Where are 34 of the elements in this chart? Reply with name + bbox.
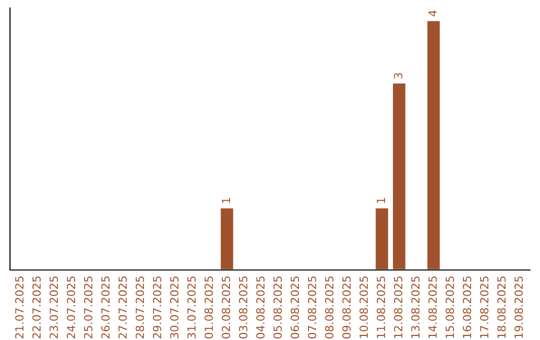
x-tick-label: 19.08.2025 — [514, 276, 523, 338]
x-tick-label: 01.08.2025 — [204, 276, 213, 338]
x-tick-label: 03.08.2025 — [238, 276, 248, 338]
x-tick-label: 06.08.2025 — [290, 276, 300, 338]
x-tick-label: 28.07.2025 — [136, 276, 144, 338]
x-tick-label: 22.07.2025 — [32, 276, 41, 338]
x-tick-label: 23.07.2025 — [50, 276, 58, 338]
x-tick-label: 04.08.2025 — [256, 276, 265, 338]
x-tick-label: 14.08.2025 — [428, 276, 437, 338]
x-tick-label: 11.08.2025 — [376, 276, 386, 338]
x-tick-label: 09.08.2025 — [342, 276, 351, 338]
x-tick-label: 05.08.2025 — [273, 276, 282, 338]
data-label: 3 — [394, 73, 402, 78]
x-tick-label: 26.07.2025 — [101, 276, 110, 338]
x-tick-label: 17.08.2025 — [480, 276, 488, 338]
x-tick-label: 25.07.2025 — [84, 276, 92, 338]
x-tick-label: 13.08.2025 — [411, 276, 420, 338]
x-tick-label: 30.07.2025 — [170, 276, 179, 338]
x-tick-label: 18.08.2025 — [497, 276, 506, 338]
x-tick-label: 02.08.2025 — [222, 276, 230, 338]
x-tick-label: 10.08.2025 — [360, 276, 368, 338]
x-tick-label: 27.07.2025 — [118, 276, 127, 338]
x-tick-label: 21.07.2025 — [15, 276, 24, 338]
data-label: 1 — [376, 198, 385, 203]
data-label: 1 — [222, 198, 230, 203]
x-tick-label: 15.08.2025 — [446, 276, 454, 338]
x-tick-label: 31.07.2025 — [187, 276, 196, 338]
x-tick-label: 24.07.2025 — [66, 276, 76, 338]
x-tick-label: 12.08.2025 — [394, 276, 402, 338]
x-tick-label: 08.08.2025 — [325, 276, 334, 338]
x-tick-label: 07.08.2025 — [308, 276, 316, 338]
data-label: 4 — [428, 10, 437, 16]
x-tick-label: 29.07.2025 — [152, 276, 162, 338]
x-tick-label: 16.08.2025 — [462, 276, 472, 338]
